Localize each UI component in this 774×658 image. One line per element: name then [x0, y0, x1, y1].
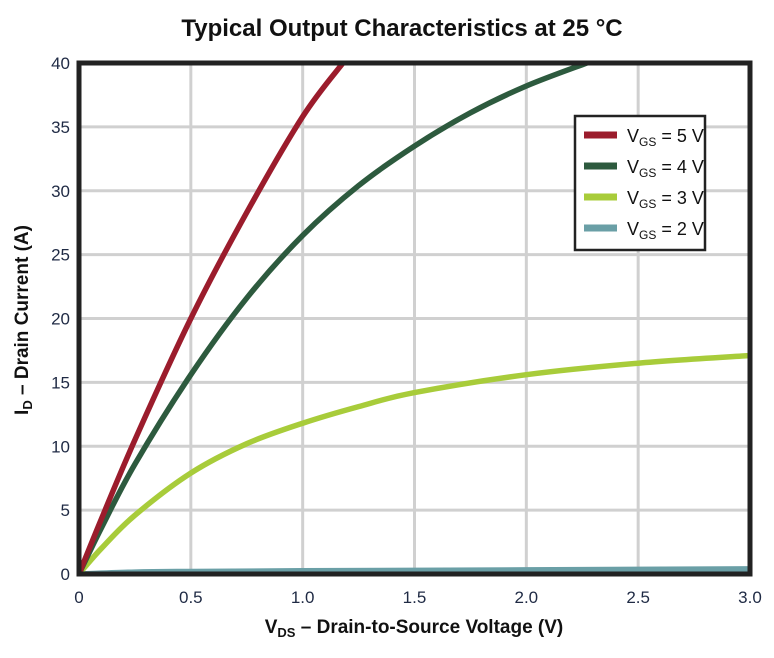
x-tick-label: 2.5 — [626, 588, 650, 607]
x-tick-label: 3.0 — [738, 588, 762, 607]
y-tick-labels: 0 5 10 15 20 25 30 35 40 — [51, 54, 70, 584]
legend-label: VGS = 4 V — [627, 157, 704, 180]
y-tick-label: 15 — [51, 373, 70, 392]
y-tick-label: 10 — [51, 437, 70, 456]
x-tick-label: 2.0 — [515, 588, 539, 607]
y-tick-label: 30 — [51, 182, 70, 201]
y-tick-label: 0 — [61, 565, 70, 584]
y-tick-label: 5 — [61, 501, 70, 520]
x-tick-label: 1.5 — [403, 588, 427, 607]
x-tick-labels: 0 0.5 1.0 1.5 2.0 2.5 3.0 — [74, 588, 762, 607]
series-curve-vgs-4v — [79, 63, 590, 574]
x-tick-label: 0 — [74, 588, 83, 607]
legend-label: VGS = 5 V — [627, 126, 704, 149]
legend-label: VGS = 2 V — [627, 219, 704, 242]
chart-title: Typical Output Characteristics at 25 °C — [181, 15, 622, 42]
plot-frame — [76, 60, 753, 577]
x-tick-label: 0.5 — [179, 588, 203, 607]
x-axis-label: VDS – Drain-to-Source Voltage (V) — [265, 617, 564, 640]
x-tick-label: 1.0 — [291, 588, 315, 607]
series-curve-vgs-5v — [79, 63, 346, 574]
y-tick-label: 40 — [51, 54, 70, 73]
y-tick-label: 35 — [51, 118, 70, 137]
y-tick-label: 25 — [51, 246, 70, 265]
legend: VGS = 5 V VGS = 4 V VGS = 3 V VGS = 2 V — [573, 114, 707, 252]
y-axis-label: ID – Drain Current (A) — [12, 225, 35, 415]
series-curve-vgs-3v — [79, 352, 750, 574]
legend-label: VGS = 3 V — [627, 188, 704, 211]
y-tick-label: 20 — [51, 310, 70, 329]
